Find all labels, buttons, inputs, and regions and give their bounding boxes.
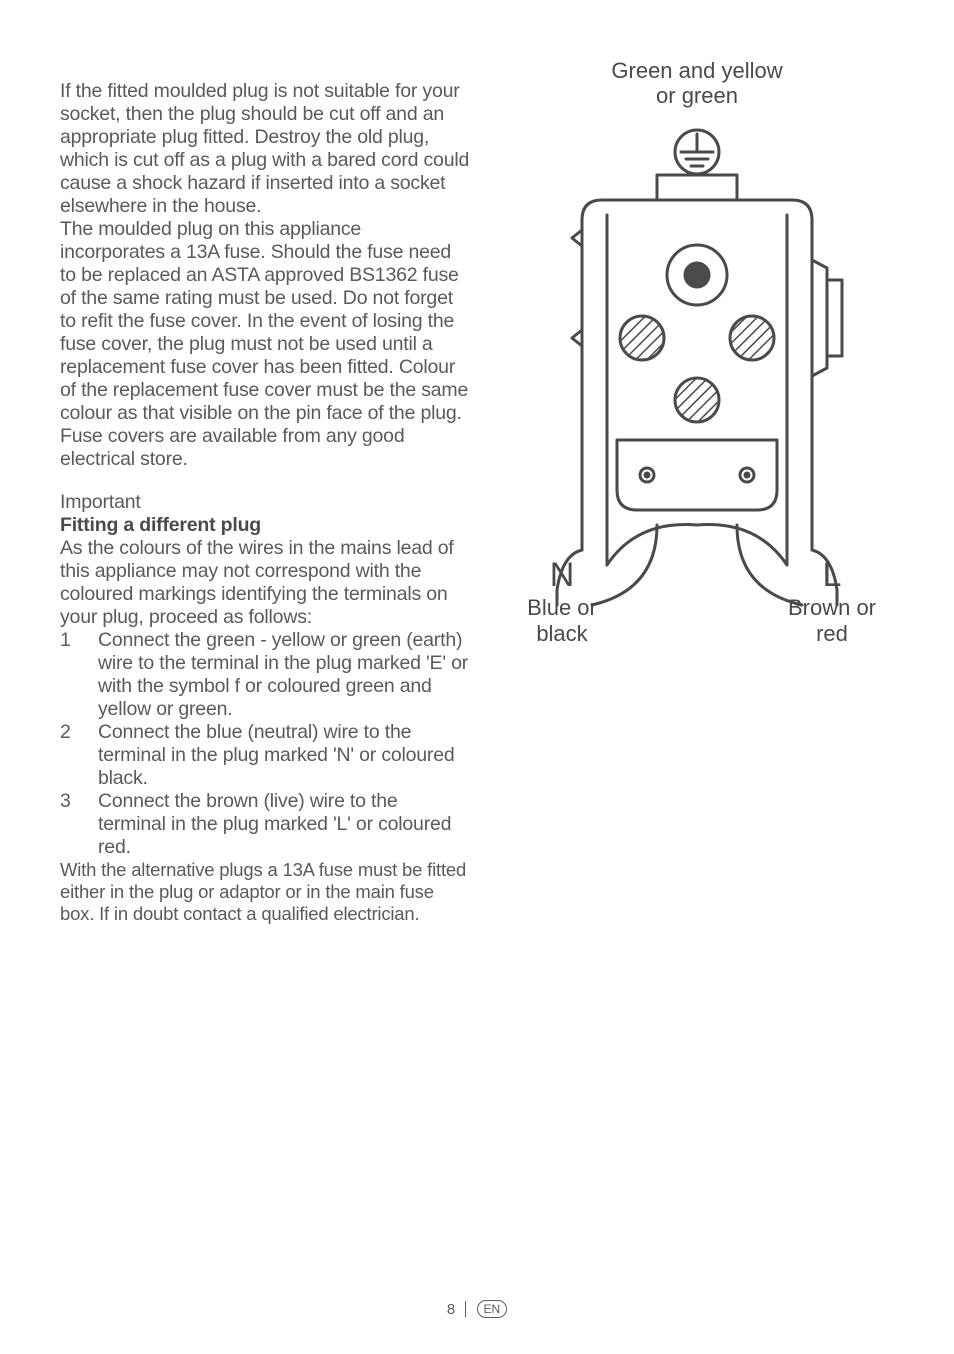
step-1-number: 1	[60, 629, 71, 652]
neutral-wire-label: N Blue or black	[497, 556, 627, 646]
terminal-earth	[620, 316, 664, 360]
paragraph-4: With the alternative plugs a 13A fuse mu…	[60, 859, 470, 924]
terminal-live	[730, 316, 774, 360]
step-2-text: Connect the blue (neutral) wire to the t…	[98, 721, 455, 789]
paragraph-2: The moulded plug on this appliance incor…	[60, 218, 470, 471]
step-3-text: Connect the brown (live) wire to the ter…	[98, 790, 451, 858]
paragraph-3: As the colours of the wires in the mains…	[60, 537, 470, 629]
earth-symbol-icon	[675, 130, 719, 174]
live-wire-label: L Brown or red	[767, 556, 897, 646]
step-3-number: 3	[60, 790, 71, 813]
earth-wire-label: Green and yellow or green	[507, 58, 887, 109]
step-2: 2 Connect the blue (neutral) wire to the…	[88, 721, 470, 790]
page-number: 8	[447, 1301, 455, 1318]
footer-separator-icon	[465, 1301, 466, 1317]
terminal-neutral	[675, 378, 719, 422]
paragraph-1: If the fitted moulded plug is not suitab…	[60, 80, 470, 218]
step-3: 3 Connect the brown (live) wire to the t…	[88, 790, 470, 859]
page-footer: 8 EN	[0, 1300, 954, 1318]
language-badge: EN	[477, 1300, 508, 1318]
step-1: 1 Connect the green - yellow or green (e…	[88, 629, 470, 721]
important-label: Important	[60, 491, 470, 514]
plug-wiring-diagram: Green and yellow or green	[507, 80, 887, 640]
step-1-text: Connect the green - yellow or green (ear…	[98, 629, 468, 720]
step-2-number: 2	[60, 721, 71, 744]
heading-fitting-plug: Fitting a different plug	[60, 514, 470, 537]
